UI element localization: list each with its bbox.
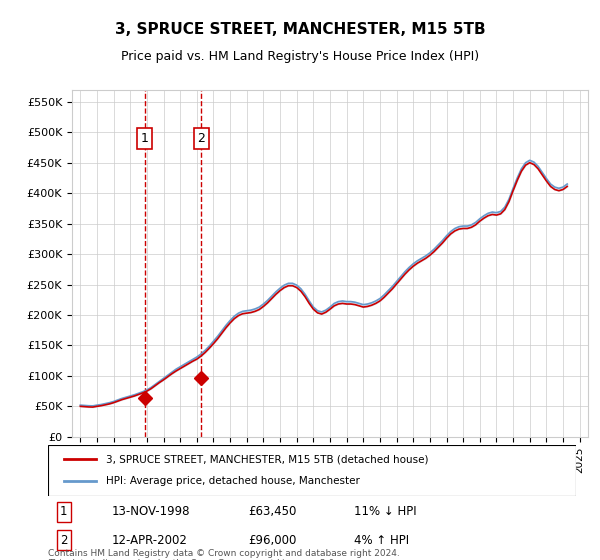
Text: 1: 1 — [60, 506, 68, 519]
Text: 4% ↑ HPI: 4% ↑ HPI — [354, 534, 409, 547]
Text: 13-NOV-1998: 13-NOV-1998 — [112, 506, 190, 519]
Text: 2: 2 — [60, 534, 68, 547]
Text: 1: 1 — [141, 132, 149, 145]
Text: Contains HM Land Registry data © Crown copyright and database right 2024.
This d: Contains HM Land Registry data © Crown c… — [48, 549, 400, 560]
FancyBboxPatch shape — [48, 445, 576, 496]
Text: HPI: Average price, detached house, Manchester: HPI: Average price, detached house, Manc… — [106, 477, 360, 487]
Text: 12-APR-2002: 12-APR-2002 — [112, 534, 187, 547]
Text: £96,000: £96,000 — [248, 534, 297, 547]
Text: 2: 2 — [197, 132, 205, 145]
Text: 3, SPRUCE STREET, MANCHESTER, M15 5TB (detached house): 3, SPRUCE STREET, MANCHESTER, M15 5TB (d… — [106, 454, 428, 464]
Text: Price paid vs. HM Land Registry's House Price Index (HPI): Price paid vs. HM Land Registry's House … — [121, 50, 479, 63]
Text: £63,450: £63,450 — [248, 506, 297, 519]
Text: 3, SPRUCE STREET, MANCHESTER, M15 5TB: 3, SPRUCE STREET, MANCHESTER, M15 5TB — [115, 22, 485, 38]
Text: 11% ↓ HPI: 11% ↓ HPI — [354, 506, 417, 519]
